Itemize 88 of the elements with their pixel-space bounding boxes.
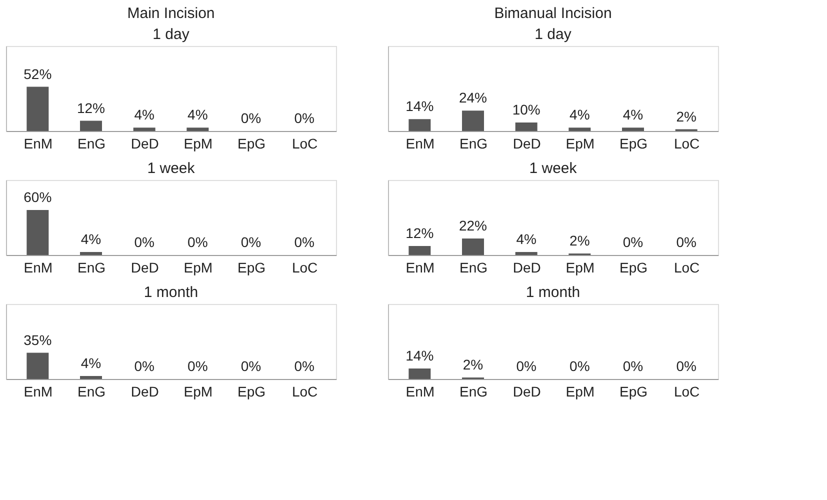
data-label: 4% [80,231,102,247]
data-label: 10% [512,102,540,118]
chart-subtitle: 1 day [152,26,190,43]
x-tick-label: EpG [237,260,266,276]
x-tick-label: EpM [184,260,213,276]
chart-title: Bimanual Incision [494,5,612,22]
x-tick-label: EnG [77,136,106,152]
data-label: 0% [294,234,314,250]
x-tick-label: EpM [566,136,595,152]
x-tick-label: EnM [24,384,53,400]
data-label: 14% [406,348,434,364]
x-tick-label: LoC [292,384,318,400]
x-tick-label: LoC [674,136,700,152]
data-label: 0% [622,358,644,374]
x-tick-label: EpG [619,136,648,152]
x-tick-label: DeD [130,384,159,400]
chart-title: Main Incision [127,5,215,22]
x-tick-label: EnG [459,136,488,152]
x-tick-label: DeD [130,260,159,276]
x-tick-label: EnM [24,136,53,152]
data-label: 4% [80,355,102,371]
chart-subtitle: 1 day [534,26,572,43]
data-label: 0% [188,358,208,374]
x-tick-label: DeD [512,260,541,276]
x-tick-label: EnM [24,260,53,276]
data-label: 0% [240,358,262,374]
data-label: 12% [76,100,106,116]
data-label: 0% [294,358,314,374]
bar [462,110,484,131]
x-tick-label: EnG [77,384,106,400]
x-tick-label: EpG [237,384,266,400]
data-label: 24% [458,90,488,106]
x-tick-label: EpG [237,136,266,152]
bar [622,128,644,131]
data-label: 0% [240,110,262,126]
data-label: 22% [458,218,488,234]
data-label: 0% [516,358,536,374]
bar [462,238,484,255]
data-label: 0% [188,234,208,250]
data-label: 12% [406,225,434,241]
data-label: 0% [134,234,154,250]
x-tick-label: EpG [619,260,648,276]
chart-title: 1 month [144,284,198,301]
x-tick-label: EpM [184,136,213,152]
bar [568,128,591,131]
x-tick-label: DeD [512,384,541,400]
chart-title: 1 month [526,284,580,301]
x-tick-label: LoC [292,136,318,152]
data-label: 0% [676,234,696,250]
data-label: 4% [570,106,590,123]
x-tick-label: EnM [406,260,435,276]
data-label: 60% [24,189,52,205]
chart-title: 1 week [529,160,578,177]
data-label: 0% [240,234,262,250]
x-tick-label: EnG [459,384,488,400]
data-label: 0% [622,234,644,250]
data-label: 0% [294,110,314,126]
x-tick-label: EnM [406,136,435,152]
data-label: 0% [570,358,590,374]
x-tick-label: EnM [406,384,435,400]
bar [408,246,431,255]
bar [515,122,538,131]
data-label: 4% [622,106,644,123]
data-label: 2% [676,108,696,124]
data-label: 2% [462,356,484,372]
x-tick-label: EpM [184,384,213,400]
x-tick-label: LoC [674,260,700,276]
x-tick-label: LoC [674,384,700,400]
x-tick-label: EpG [619,384,648,400]
chart-title: 1 week [147,160,196,177]
data-label: 4% [134,106,154,123]
data-label: 4% [188,106,208,123]
data-label: 0% [134,358,154,374]
x-tick-label: LoC [292,260,318,276]
data-label: 35% [24,332,52,348]
bar [408,119,431,131]
data-label: 52% [24,66,52,82]
bar [515,252,538,255]
data-label: 0% [676,358,696,374]
x-tick-label: EpM [566,260,595,276]
x-tick-label: EnG [77,260,106,276]
x-tick-label: DeD [512,136,541,152]
x-tick-label: EnG [459,260,488,276]
x-tick-label: EpM [566,384,595,400]
data-label: 14% [406,98,434,114]
data-label: 4% [516,231,536,247]
data-label: 2% [570,232,590,248]
x-tick-label: DeD [130,136,159,152]
